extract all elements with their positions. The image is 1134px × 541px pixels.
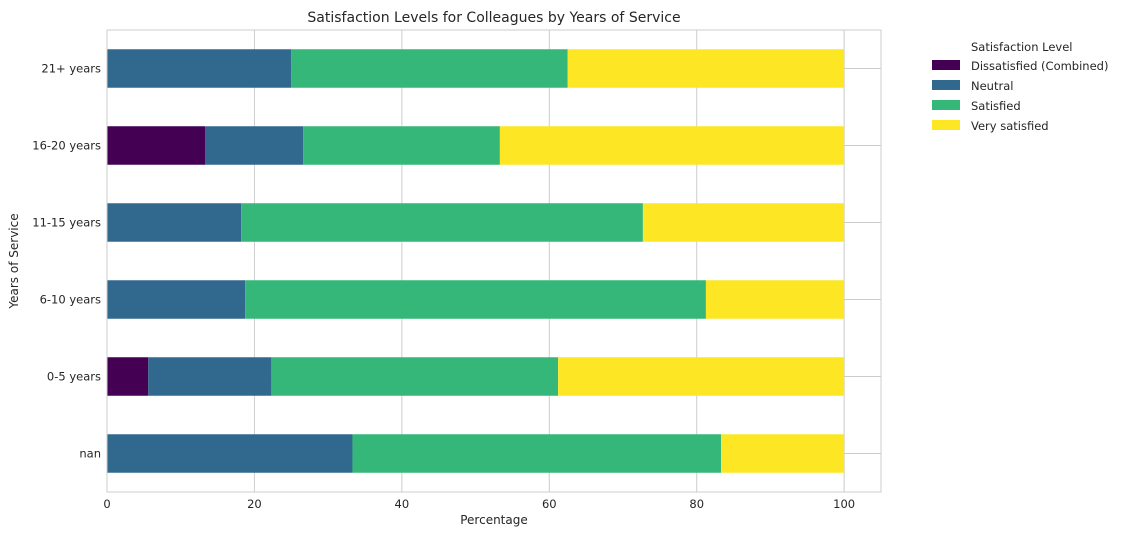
x-tick-label: 80 xyxy=(689,497,704,511)
y-axis-label: Years of Service xyxy=(7,213,21,309)
x-tick-label: 40 xyxy=(395,497,410,511)
bar-segment xyxy=(642,203,845,242)
legend: Satisfaction Level Dissatisfied (Combine… xyxy=(932,40,1108,133)
chart-title: Satisfaction Levels for Colleagues by Ye… xyxy=(307,10,680,26)
grid-layer xyxy=(106,30,881,492)
bars-layer xyxy=(107,49,845,473)
bar-segment xyxy=(721,434,845,473)
bar-segment xyxy=(107,203,242,242)
legend-label: Very satisfied xyxy=(971,119,1049,133)
bar-segment xyxy=(303,126,500,165)
bar-segment xyxy=(241,203,643,242)
bar-segment xyxy=(271,357,559,396)
bar-segment xyxy=(205,126,304,165)
bar-segment xyxy=(148,357,272,396)
bar-segment xyxy=(107,280,246,319)
legend-title: Satisfaction Level xyxy=(971,40,1073,54)
ticks-layer: 0 20 40 60 80 100 nan 0-5 years 6-10 years 11-15 … xyxy=(32,62,855,512)
y-tick-label: nan xyxy=(79,447,101,461)
bar-segment xyxy=(107,357,149,396)
y-tick-label: 6-10 years xyxy=(40,293,101,307)
plot-frame xyxy=(106,29,882,493)
bar-segment xyxy=(567,49,845,88)
legend-swatch xyxy=(932,60,960,70)
bar-segment xyxy=(705,280,845,319)
bar-segment xyxy=(107,434,353,473)
legend-swatch xyxy=(932,80,960,90)
x-tick-label: 0 xyxy=(103,497,110,511)
y-tick-label: 21+ years xyxy=(41,62,101,76)
y-tick-label: 11-15 years xyxy=(32,216,101,230)
x-tick-label: 60 xyxy=(542,497,557,511)
y-tick-label: 16-20 years xyxy=(32,139,101,153)
bar-segment xyxy=(352,434,722,473)
bar-segment xyxy=(107,126,206,165)
x-tick-label: 100 xyxy=(833,497,855,511)
bar-segment xyxy=(558,357,845,396)
bar-segment xyxy=(245,280,706,319)
bar-segment xyxy=(291,49,568,88)
legend-label: Neutral xyxy=(971,79,1013,93)
legend-swatch xyxy=(932,120,960,130)
bar-segment xyxy=(107,49,292,88)
x-axis-label: Percentage xyxy=(460,513,528,527)
x-tick-label: 20 xyxy=(247,497,262,511)
legend-label: Dissatisfied (Combined) xyxy=(971,59,1108,73)
legend-label: Satisfied xyxy=(971,99,1021,113)
bar-segment xyxy=(499,126,845,165)
legend-swatch xyxy=(932,100,960,110)
y-tick-label: 0-5 years xyxy=(47,370,101,384)
